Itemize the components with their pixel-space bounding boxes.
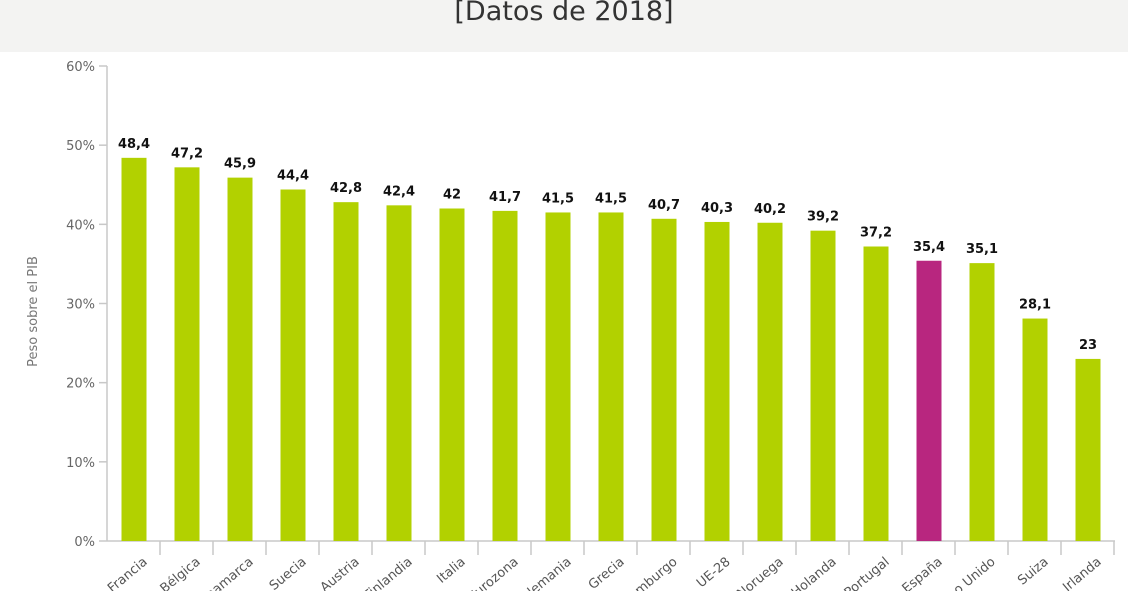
x-category-label: Austria	[318, 555, 363, 591]
x-category-label: UE-28	[694, 555, 733, 591]
data-label: 45,9	[224, 157, 256, 172]
data-label: 40,3	[701, 201, 733, 216]
data-label: 42,4	[383, 184, 415, 199]
data-label: 35,4	[913, 240, 945, 255]
bar-suiza	[1022, 318, 1048, 541]
data-label: 42,8	[330, 181, 362, 196]
x-category-label: Portugal	[842, 555, 893, 591]
x-category-label: Noruega	[734, 555, 786, 591]
y-tick-label: 0%	[74, 535, 95, 550]
data-label: 39,2	[807, 210, 839, 225]
data-label: 47,2	[171, 146, 203, 161]
data-label: 48,4	[118, 137, 150, 152]
data-label: 35,1	[966, 242, 998, 257]
x-category-label: Suiza	[1015, 555, 1051, 589]
y-tick-label: 20%	[66, 377, 95, 392]
chart-title: [Datos de 2018]	[454, 0, 674, 27]
bar-eurozona	[492, 210, 518, 541]
data-label: 40,7	[648, 198, 680, 213]
y-tick-label: 60%	[66, 60, 95, 75]
header-band: [Datos de 2018]	[0, 0, 1128, 52]
x-category-label: España	[900, 555, 946, 591]
bar-bélgica	[174, 167, 200, 542]
bar-ue-28	[704, 221, 730, 542]
y-tick-label: 50%	[66, 139, 95, 154]
bar-españa	[916, 260, 942, 541]
bar-irlanda	[1075, 358, 1101, 541]
bar-dinamarca	[227, 177, 253, 541]
data-label: 41,5	[595, 191, 627, 206]
y-tick-label: 30%	[66, 298, 95, 313]
data-label: 41,5	[542, 191, 574, 206]
bar-alemania	[545, 212, 571, 542]
y-tick-label: 40%	[66, 218, 95, 233]
x-category-label: Finlandia	[361, 555, 415, 591]
bar-reino-unido	[969, 263, 995, 541]
x-category-label: Alemania	[518, 555, 574, 591]
bar-finlandia	[386, 205, 412, 542]
bar-italia	[439, 208, 465, 541]
bar-holanda	[810, 230, 836, 541]
data-label: 28,1	[1019, 298, 1051, 313]
bar-noruega	[757, 222, 783, 541]
bar-portugal	[863, 246, 889, 541]
x-category-label: Dinamarca	[193, 555, 257, 591]
data-label: 42	[443, 188, 461, 203]
data-label: 40,2	[754, 202, 786, 217]
x-category-label: Irlanda	[1060, 555, 1104, 591]
bar-suecia	[280, 189, 306, 541]
bar-austria	[333, 202, 359, 541]
x-category-label: Grecia	[586, 555, 628, 591]
data-label: 41,7	[489, 190, 521, 205]
x-category-label: Suecia	[267, 555, 310, 591]
data-label: 44,4	[277, 169, 309, 184]
x-category-label: Bélgica	[158, 555, 204, 591]
x-category-label: Holanda	[789, 555, 840, 591]
x-category-label: Eurozona	[466, 555, 522, 591]
data-label: 23	[1079, 338, 1097, 353]
data-label: 37,2	[860, 226, 892, 241]
y-tick-label: 10%	[66, 456, 95, 471]
bar-grecia	[598, 212, 624, 542]
bar-francia	[121, 157, 147, 542]
y-axis-label: Peso sobre el PIB	[26, 256, 41, 367]
bar-luxemburgo	[651, 218, 677, 541]
x-category-label: Francia	[105, 555, 151, 591]
x-category-label: Italia	[434, 555, 468, 587]
